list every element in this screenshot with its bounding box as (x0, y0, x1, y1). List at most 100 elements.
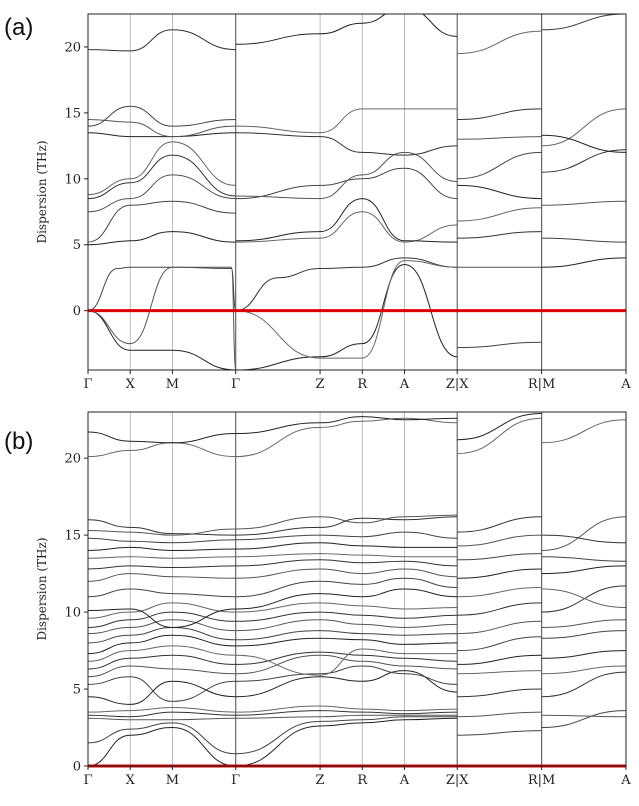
band-series (541, 671, 626, 698)
band-series (88, 266, 237, 312)
band-series (88, 553, 458, 559)
band-series (541, 714, 626, 718)
x-tick-label: X (126, 773, 136, 788)
x-tick-label: M (166, 377, 179, 392)
band-series (541, 630, 626, 639)
y-tick-label: 10 (64, 172, 81, 187)
band-series (541, 149, 626, 173)
band-series (457, 516, 542, 533)
band-series (457, 636, 542, 652)
band-series (457, 136, 542, 140)
x-tick-label: R|M (528, 773, 555, 788)
band-series (88, 654, 458, 678)
band-series (88, 716, 458, 755)
band-lines (88, 14, 626, 370)
band-series (88, 634, 458, 655)
y-axis-label: Dispersion (THz) (35, 140, 49, 243)
band-series (88, 516, 458, 536)
x-tick-label: Γ (231, 377, 240, 392)
x-tick-label: R (357, 377, 368, 392)
band-series (457, 231, 542, 239)
band-series (88, 665, 458, 702)
band-series (541, 14, 626, 31)
band-series (541, 619, 626, 628)
band-series (541, 665, 626, 675)
band-series (88, 714, 458, 721)
band-series (457, 730, 542, 736)
band-series (457, 553, 542, 561)
band-series (88, 710, 458, 718)
y-tick-label: 0 (73, 304, 81, 319)
band-series (457, 151, 542, 180)
y-tick-label: 20 (64, 452, 81, 467)
band-series (235, 151, 458, 200)
band-series (88, 105, 236, 127)
band-series (541, 134, 626, 153)
x-tick-label: Z (316, 773, 325, 788)
band-series (541, 556, 626, 562)
band-series (88, 417, 458, 458)
y-tick-label: 15 (64, 529, 81, 544)
band-series (541, 257, 626, 268)
band-series (457, 568, 542, 579)
band-series (541, 650, 626, 659)
band-series (541, 516, 626, 551)
x-tick-label: Γ (83, 773, 92, 788)
band-series (541, 237, 626, 243)
axes-frame (87, 411, 627, 767)
x-tick-label: A (620, 773, 631, 788)
band-series (457, 534, 542, 547)
band-series (88, 568, 458, 582)
x-tick-label: A (620, 377, 631, 392)
band-series (457, 413, 542, 441)
band-series (88, 29, 236, 52)
panel-a-plot: 0 5 10 15 20 Γ X M Γ Z R A Z|X R|M A Dispersion (THz) (35, 13, 631, 392)
panel-b-label: (b) (4, 428, 34, 455)
band-series (88, 154, 236, 200)
x-tick-label: Γ (231, 773, 240, 788)
band-series (235, 211, 458, 243)
panel-b-plot: 0 5 10 15 20 Γ X M Γ Z R A Z|X R|M A Dispersion (THz) (35, 411, 631, 788)
panel-a-label: (a) (4, 14, 34, 41)
band-series (457, 184, 542, 200)
y-tick-label: 10 (64, 606, 81, 621)
band-series (88, 174, 236, 213)
band-series (541, 200, 626, 206)
x-tick-label: Z|X (446, 773, 469, 788)
band-series (235, 108, 458, 134)
band-series (88, 626, 458, 644)
band-series (457, 30, 542, 55)
axes-frame (87, 13, 627, 371)
y-tick-label: 5 (73, 238, 81, 253)
band-series (457, 602, 542, 616)
band-series (457, 587, 542, 598)
band-series (88, 559, 458, 570)
band-series (457, 711, 542, 718)
band-series (88, 717, 458, 766)
band-series (541, 534, 626, 544)
y-tick-label: 15 (64, 106, 81, 121)
band-series (235, 14, 458, 45)
band-series (88, 588, 458, 629)
band-series (88, 670, 458, 705)
band-series (235, 260, 458, 359)
band-series (88, 231, 236, 246)
y-tick-label: 0 (73, 760, 81, 775)
x-tick-label: R|M (528, 377, 555, 392)
band-series (457, 620, 542, 635)
band-series (541, 565, 626, 575)
x-tick-label: M (166, 773, 179, 788)
band-series (88, 531, 458, 544)
band-series (88, 514, 458, 536)
band-series (88, 602, 458, 619)
band-series (541, 585, 626, 613)
band-series (88, 705, 458, 713)
x-tick-label: X (126, 377, 136, 392)
band-series (88, 141, 236, 196)
band-series (235, 167, 458, 200)
x-tick-label: A (399, 773, 410, 788)
y-tick-label: 20 (64, 40, 81, 55)
band-series (88, 266, 237, 370)
band-series (457, 417, 542, 455)
